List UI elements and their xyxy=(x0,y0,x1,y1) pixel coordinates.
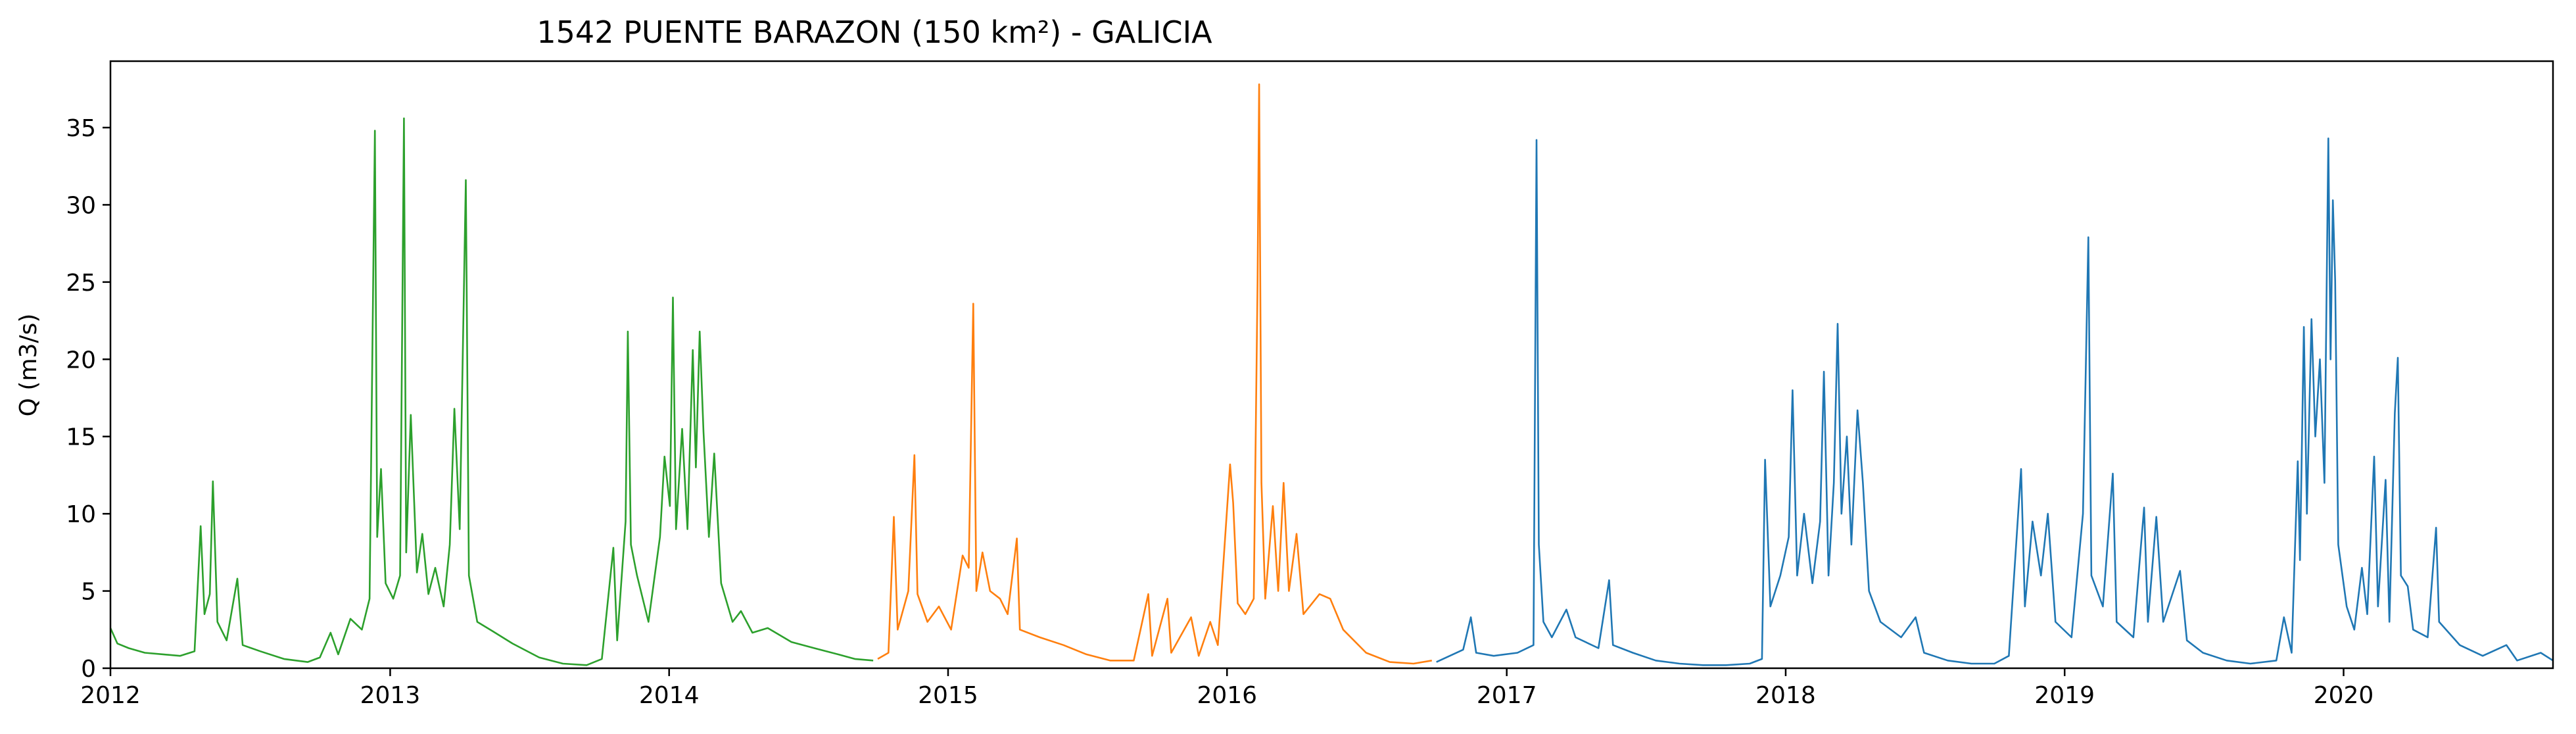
x-tick-label: 2018 xyxy=(1755,682,1816,709)
x-tick-label: 2015 xyxy=(918,682,978,709)
chart-title: 1542 PUENTE BARAZON (150 km²) - GALICIA xyxy=(537,14,1212,50)
y-tick-label: 15 xyxy=(66,424,96,451)
x-tick-label: 2013 xyxy=(360,682,421,709)
x-tick-label: 2017 xyxy=(1477,682,1537,709)
x-tick-label: 2012 xyxy=(80,682,141,709)
y-tick-label: 10 xyxy=(66,501,96,528)
series-line-1 xyxy=(109,117,874,666)
series-line-3 xyxy=(1436,137,2554,666)
y-tick-label: 35 xyxy=(66,115,96,142)
y-tick-label: 25 xyxy=(66,270,96,297)
y-tick-label: 5 xyxy=(81,579,96,606)
y-tick-label: 0 xyxy=(81,656,96,683)
y-axis-label: Q (m3/s) xyxy=(15,314,42,417)
tick-layer: 2012 2013 2014 2015 2016 2017 2018 2019 20200510… xyxy=(66,115,2373,709)
y-tick-label: 30 xyxy=(66,192,96,219)
series-line-2 xyxy=(877,83,1433,665)
series-layer xyxy=(109,83,2554,666)
x-tick-label: 2016 xyxy=(1197,682,1257,709)
y-tick-label: 20 xyxy=(66,347,96,374)
plot-area-frame xyxy=(109,60,2554,670)
x-tick-label: 2019 xyxy=(2034,682,2095,709)
x-tick-label: 2020 xyxy=(2314,682,2374,709)
x-tick-label: 2014 xyxy=(639,682,700,709)
